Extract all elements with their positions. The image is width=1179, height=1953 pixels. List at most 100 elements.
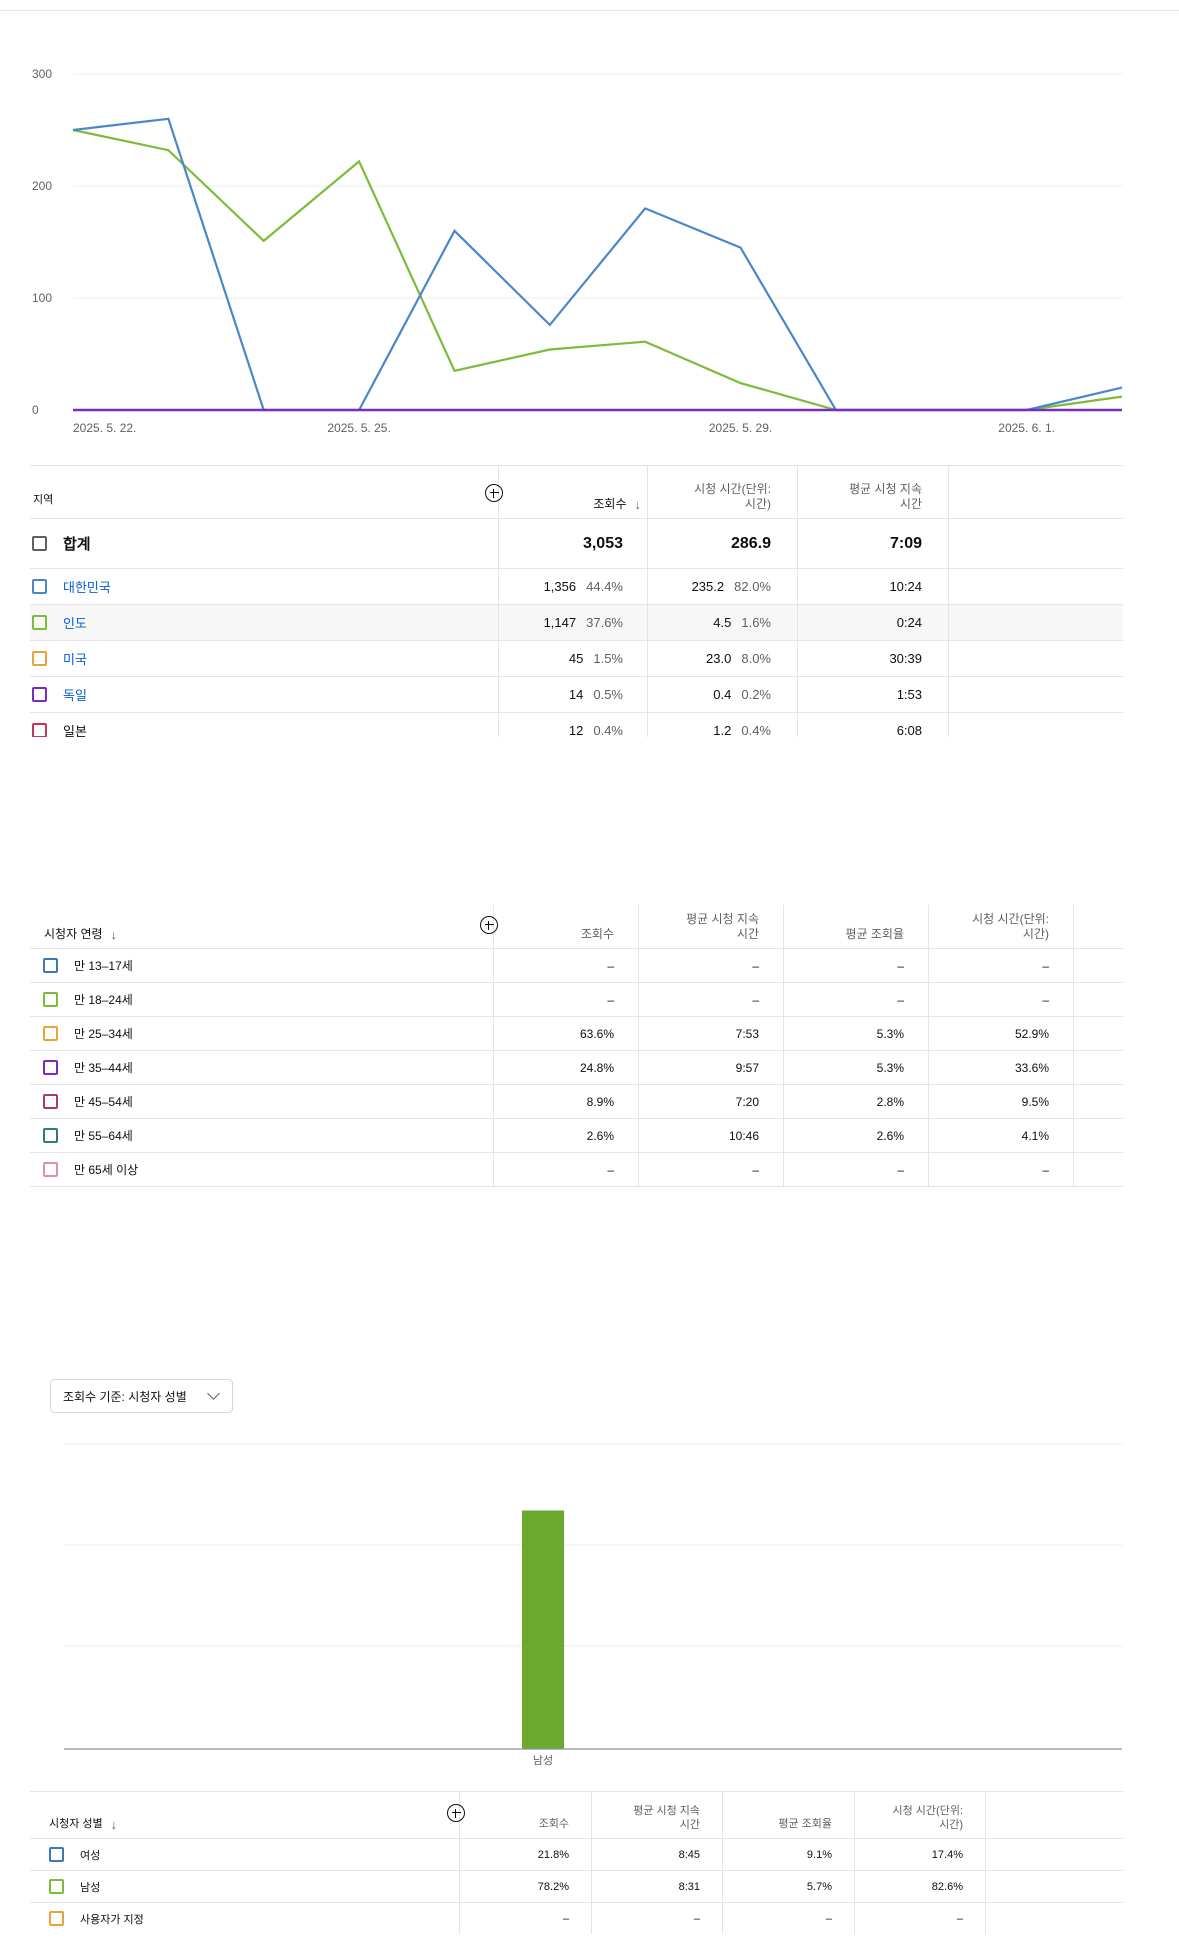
views-column-header[interactable]: 조회수 (593, 497, 627, 511)
views-value: 8.9% (586, 1094, 614, 1109)
region-name-link[interactable]: 대한민국 (63, 580, 111, 595)
series-checkbox[interactable] (49, 1847, 64, 1862)
age-table-header: 시청자 연령 ↓ 조회수 평균 시청 지속 시간 평균 조회율 시청 시간(단위… (30, 905, 1123, 949)
age-group-label: 만 13–17세 (74, 959, 133, 973)
divider (638, 983, 639, 1016)
divider (647, 466, 648, 518)
divider (647, 713, 648, 737)
divider (948, 605, 949, 640)
avg-view-pct-value: – (825, 1912, 832, 1925)
age-column-header[interactable]: 시청자 연령 (44, 927, 103, 941)
divider (591, 1839, 592, 1870)
age-group-label: 만 55–64세 (74, 1129, 133, 1143)
divider (647, 641, 648, 676)
views-value: 1,147 (543, 615, 577, 630)
divider (498, 605, 499, 640)
age-group-label: 만 65세 이상 (74, 1163, 139, 1177)
divider (1073, 1153, 1074, 1186)
divider (493, 1017, 494, 1050)
age-row: 만 55–64세 2.6% 10:46 2.6% 4.1% (30, 1119, 1123, 1153)
series-line-india (72, 128, 1123, 412)
watch-time-column-header[interactable]: 시청 시간(단위: 시간) (972, 912, 1049, 942)
divider (638, 949, 639, 982)
avg-view-pct-value: 9.1% (806, 1848, 832, 1861)
gender-table: 시청자 성별 ↓ 조회수 평균 시청 지속 시간 평균 조회율 시청 시간(단위… (30, 1791, 1123, 1934)
avg-view-pct-column-header[interactable]: 평균 조회율 (778, 1818, 832, 1830)
divider (783, 1051, 784, 1084)
avg-view-pct-value: 5.3% (876, 1060, 904, 1075)
watch-time-value: 0.4 (713, 687, 732, 702)
divider (797, 713, 798, 737)
avg-duration-value: – (693, 1912, 700, 1925)
total-avg-duration: 7:09 (889, 534, 922, 552)
watch-time-header-line2: 시간) (939, 1819, 963, 1831)
series-checkbox[interactable] (49, 1879, 64, 1894)
metric-dropdown[interactable]: 조회수 기준: 시청자 성별 (50, 1379, 233, 1413)
divider (1073, 983, 1074, 1016)
series-checkbox[interactable] (32, 687, 47, 702)
divider (498, 569, 499, 604)
sort-arrow-down-icon[interactable]: ↓ (110, 1817, 118, 1832)
watch-time-header-line2: 시간) (1022, 927, 1049, 941)
series-checkbox[interactable] (43, 1128, 58, 1143)
series-checkbox[interactable] (43, 958, 58, 973)
avg-duration-column-header[interactable]: 평균 시청 지속 시간 (686, 912, 759, 942)
avg-duration-column-header[interactable]: 평균 시청 지속 시간 (849, 482, 922, 512)
divider (948, 641, 949, 676)
views-percent: 44.4% (586, 579, 623, 594)
views-column-header[interactable]: 조회수 (538, 1818, 569, 1830)
series-checkbox[interactable] (32, 615, 47, 630)
divider (647, 569, 648, 604)
divider (493, 1085, 494, 1118)
series-checkbox[interactable] (32, 579, 47, 594)
series-checkbox[interactable] (43, 992, 58, 1007)
divider (783, 1153, 784, 1186)
avg-duration-header-line1: 평균 시청 지속 (849, 482, 922, 496)
series-checkbox[interactable] (32, 651, 47, 666)
series-checkbox[interactable] (43, 1094, 58, 1109)
y-tick-label: 100 (32, 291, 52, 305)
series-checkbox[interactable] (43, 1060, 58, 1075)
add-metric-plus-icon[interactable] (485, 484, 503, 502)
region-name-link[interactable]: 미국 (63, 652, 87, 667)
add-metric-plus-icon[interactable] (447, 1804, 465, 1822)
total-checkbox[interactable] (32, 536, 47, 551)
series-checkbox[interactable] (43, 1162, 58, 1177)
add-metric-plus-icon[interactable] (480, 916, 498, 934)
gender-column-header[interactable]: 시청자 성별 (49, 1818, 103, 1830)
divider (459, 1871, 460, 1902)
total-views: 3,053 (582, 534, 623, 552)
avg-duration-header-line2: 시간 (736, 927, 759, 941)
avg-duration-value: 8:45 (678, 1848, 700, 1861)
series-checkbox[interactable] (32, 723, 47, 737)
views-column-header[interactable]: 조회수 (580, 927, 614, 941)
series-checkbox[interactable] (49, 1911, 64, 1926)
region-name-link[interactable]: 일본 (63, 724, 87, 737)
divider (647, 605, 648, 640)
divider (928, 949, 929, 982)
avg-duration-column-header[interactable]: 평균 시청 지속 시간 (633, 1804, 700, 1832)
divider (638, 1017, 639, 1050)
views-value: – (607, 958, 614, 973)
watch-time-value: 1.2 (713, 723, 732, 737)
divider (722, 1903, 723, 1934)
avg-view-pct-column-header[interactable]: 평균 조회율 (845, 927, 904, 941)
avg-view-pct-value: 5.7% (806, 1880, 832, 1893)
age-row: 만 13–17세 – – – – (30, 949, 1123, 983)
region-name-link[interactable]: 인도 (63, 616, 87, 631)
region-name-link[interactable]: 독일 (63, 688, 87, 703)
watch-time-value: 4.1% (1021, 1128, 1049, 1143)
divider (1073, 1017, 1074, 1050)
watch-time-column-header[interactable]: 시청 시간(단위: 시간) (694, 482, 771, 512)
watch-time-value: 17.4% (931, 1848, 963, 1861)
age-rows: 만 13–17세 – – – – 만 18–24세 – – – – 만 25–34세 63.6% 7:5… (30, 949, 1123, 1187)
divider (797, 677, 798, 712)
y-tick-label: 0 (32, 403, 39, 417)
sort-arrow-down-icon[interactable]: ↓ (110, 927, 118, 942)
avg-duration-value: 7:53 (735, 1026, 759, 1041)
sort-arrow-down-icon[interactable]: ↓ (634, 497, 642, 512)
avg-duration-header-line2: 시간 (679, 1819, 700, 1831)
series-line-korea (72, 117, 1123, 412)
watch-time-column-header[interactable]: 시청 시간(단위: 시간) (893, 1804, 964, 1832)
series-checkbox[interactable] (43, 1026, 58, 1041)
